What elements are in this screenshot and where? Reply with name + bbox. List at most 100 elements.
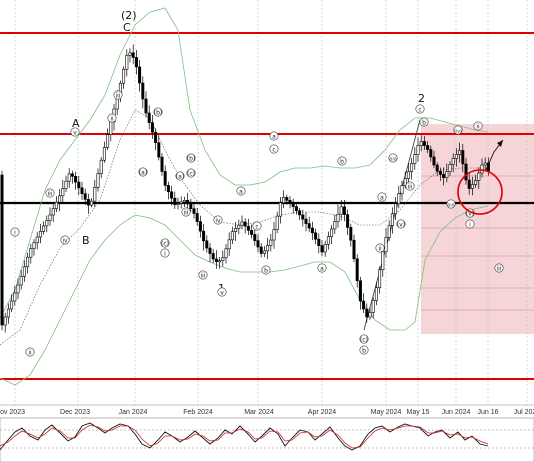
x-tick-label: Jan 2024 bbox=[119, 409, 148, 416]
wave-circle-label: iii bbox=[181, 207, 191, 217]
x-tick-label: May 15 bbox=[407, 409, 430, 416]
svg-text:b: b bbox=[422, 120, 426, 127]
candle-body bbox=[106, 134, 110, 148]
svg-text:b: b bbox=[264, 268, 268, 275]
svg-text:a: a bbox=[320, 266, 324, 273]
candle-body bbox=[29, 248, 33, 258]
wave-circle-label: c bbox=[252, 221, 262, 231]
wave-circle-label: iv bbox=[60, 235, 70, 245]
candle-body bbox=[474, 180, 478, 185]
candle-body bbox=[93, 187, 97, 202]
wave-circle-label: a bbox=[269, 131, 279, 141]
svg-text:ii: ii bbox=[378, 246, 382, 253]
candle-body bbox=[198, 221, 202, 232]
svg-text:ii: ii bbox=[110, 116, 114, 123]
candle-body bbox=[147, 112, 151, 123]
candle-body bbox=[362, 300, 366, 310]
candle-body bbox=[307, 223, 311, 229]
candle-body bbox=[138, 66, 142, 84]
candle-body bbox=[86, 199, 90, 206]
svg-text:v: v bbox=[73, 130, 77, 137]
svg-text:iii: iii bbox=[200, 273, 205, 280]
candle-body bbox=[195, 213, 199, 222]
candle-body bbox=[58, 195, 62, 203]
candle-body bbox=[429, 149, 433, 158]
candle-body bbox=[6, 308, 10, 318]
wave-label-A: A bbox=[72, 117, 80, 130]
moving-average bbox=[0, 109, 488, 346]
candle-body bbox=[381, 251, 385, 271]
candle-body bbox=[275, 215, 279, 230]
candle-body bbox=[358, 280, 362, 302]
candle-body bbox=[454, 154, 458, 159]
wave-circle-label: v bbox=[70, 127, 80, 137]
candle-body bbox=[397, 193, 401, 205]
candle-body bbox=[26, 256, 30, 268]
candle-body bbox=[269, 239, 273, 246]
x-tick-label: Mar 2024 bbox=[244, 409, 274, 416]
candle-body bbox=[368, 312, 372, 318]
candle-body bbox=[45, 220, 49, 227]
candle-body bbox=[234, 228, 238, 232]
candle-body bbox=[224, 248, 228, 259]
candle-body bbox=[477, 172, 481, 181]
candle-body bbox=[323, 244, 327, 253]
candle-body bbox=[400, 185, 404, 195]
svg-text:iii: iii bbox=[183, 210, 188, 217]
candle-body bbox=[259, 246, 263, 254]
svg-text:b: b bbox=[340, 159, 344, 166]
svg-text:(b): (b) bbox=[187, 156, 196, 163]
svg-text:iv: iv bbox=[62, 238, 68, 245]
candle-body bbox=[262, 250, 266, 254]
focus-circle bbox=[457, 169, 503, 215]
svg-text:c: c bbox=[272, 147, 275, 154]
x-tick-label: Feb 2024 bbox=[183, 409, 213, 416]
svg-text:(iii): (iii) bbox=[389, 157, 397, 163]
candle-body bbox=[208, 247, 212, 254]
candle-body bbox=[74, 176, 78, 183]
candle-body bbox=[314, 232, 318, 240]
candle-body bbox=[246, 225, 250, 231]
wave-circle-label: ii bbox=[375, 243, 385, 253]
candle-body bbox=[346, 214, 350, 228]
x-tick-label: Nov 2023 bbox=[0, 409, 25, 416]
candle-body bbox=[352, 239, 356, 260]
wave-circle-label: (iii) bbox=[388, 153, 398, 163]
svg-text:i: i bbox=[14, 230, 16, 237]
wave-circle-label: a bbox=[236, 186, 246, 196]
svg-text:v: v bbox=[220, 290, 224, 297]
oscillator-line-signal bbox=[0, 424, 489, 449]
candle-body bbox=[298, 210, 302, 216]
candle-body bbox=[157, 142, 161, 158]
bollinger-lower bbox=[0, 205, 489, 386]
candle-body bbox=[64, 180, 68, 189]
wave-circle-label: (b) bbox=[186, 153, 196, 163]
candle-body bbox=[109, 121, 113, 135]
candle-body bbox=[96, 173, 100, 188]
candle-body bbox=[150, 122, 154, 133]
vertical-gridlines bbox=[14, 0, 528, 405]
candle-body bbox=[272, 229, 276, 241]
candle-body bbox=[160, 156, 164, 172]
candle-body bbox=[442, 174, 446, 178]
candle-body bbox=[365, 308, 369, 318]
candle-body bbox=[394, 203, 398, 215]
candle-body bbox=[278, 202, 282, 217]
candle-body bbox=[256, 240, 260, 248]
candle-body bbox=[173, 197, 177, 205]
x-tick-label: Jul 2024 bbox=[514, 409, 534, 416]
candle-body bbox=[282, 197, 286, 204]
wave-circle-label: b bbox=[359, 345, 369, 355]
candle-body bbox=[371, 300, 375, 313]
candle-body bbox=[320, 245, 324, 253]
candle-body bbox=[317, 238, 321, 246]
wave-circle-label: (b) bbox=[153, 107, 163, 117]
candle-body bbox=[35, 236, 39, 244]
svg-text:(c): (c) bbox=[187, 171, 195, 178]
candle-body bbox=[237, 224, 241, 229]
candle-body bbox=[54, 201, 58, 209]
svg-text:c: c bbox=[418, 107, 421, 114]
candle-body bbox=[227, 239, 231, 250]
candle-body bbox=[16, 284, 20, 294]
candle-body bbox=[288, 200, 292, 204]
